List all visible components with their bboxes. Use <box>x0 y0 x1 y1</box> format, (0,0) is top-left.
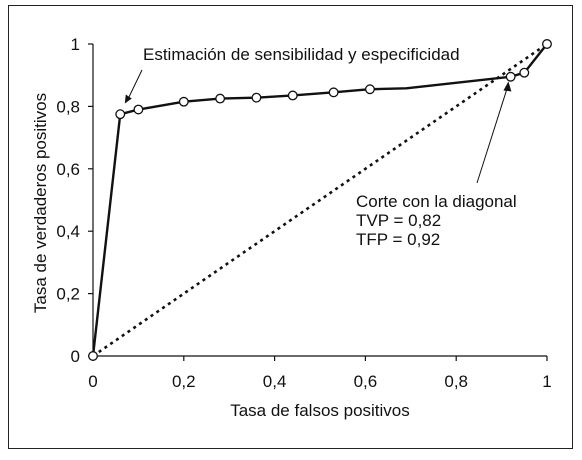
arrowhead <box>503 81 512 92</box>
diagonal-reference-line <box>92 42 548 358</box>
data-point <box>364 84 375 95</box>
data-point <box>287 90 298 101</box>
x-tick-label: 0,6 <box>354 372 378 391</box>
figure-border <box>8 5 573 449</box>
annotation-text: TVP = 0,82 <box>356 211 441 230</box>
annotation-arrow <box>127 69 143 100</box>
annotation-text: TFP = 0,92 <box>356 230 440 249</box>
x-ticks: 0 0,2 0,4 0,6 0,8 1 <box>88 356 552 391</box>
annotation-text: Corte con la diagonal <box>356 192 517 211</box>
y-tick-label: 0 <box>71 347 80 366</box>
data-point <box>519 67 530 78</box>
y-tick-label: 1 <box>71 35 80 54</box>
data-point <box>328 87 339 98</box>
y-tick-label: 0,4 <box>56 222 80 241</box>
y-tick-label: 0,6 <box>56 160 80 179</box>
x-tick-label: 0,8 <box>444 372 468 391</box>
annotations-group: Estimación de sensibilidad y especificid… <box>124 45 517 249</box>
data-point <box>215 93 226 104</box>
y-axis-label: Tasa de verdaderos positivos <box>31 93 50 313</box>
annotation-arrow <box>476 87 508 184</box>
y-ticks: 0 0,2 0,4 0,6 0,8 1 <box>56 35 93 366</box>
x-tick-label: 0,2 <box>172 372 196 391</box>
y-tick-label: 0,2 <box>56 285 80 304</box>
markers-group <box>88 39 552 361</box>
x-tick-label: 1 <box>542 372 551 391</box>
x-axis-label: Tasa de falsos positivos <box>230 401 410 420</box>
data-point <box>505 71 516 82</box>
y-tick-label: 0,8 <box>56 97 80 116</box>
data-point <box>178 96 189 107</box>
data-point <box>133 104 144 115</box>
data-point <box>115 109 126 120</box>
data-point <box>251 92 262 103</box>
x-tick-label: 0 <box>88 372 97 391</box>
data-point <box>542 39 552 49</box>
arrowhead <box>124 94 132 104</box>
x-tick-label: 0,4 <box>263 372 287 391</box>
data-point <box>88 351 98 361</box>
annotation-text: Estimación de sensibilidad y especificid… <box>143 45 460 64</box>
